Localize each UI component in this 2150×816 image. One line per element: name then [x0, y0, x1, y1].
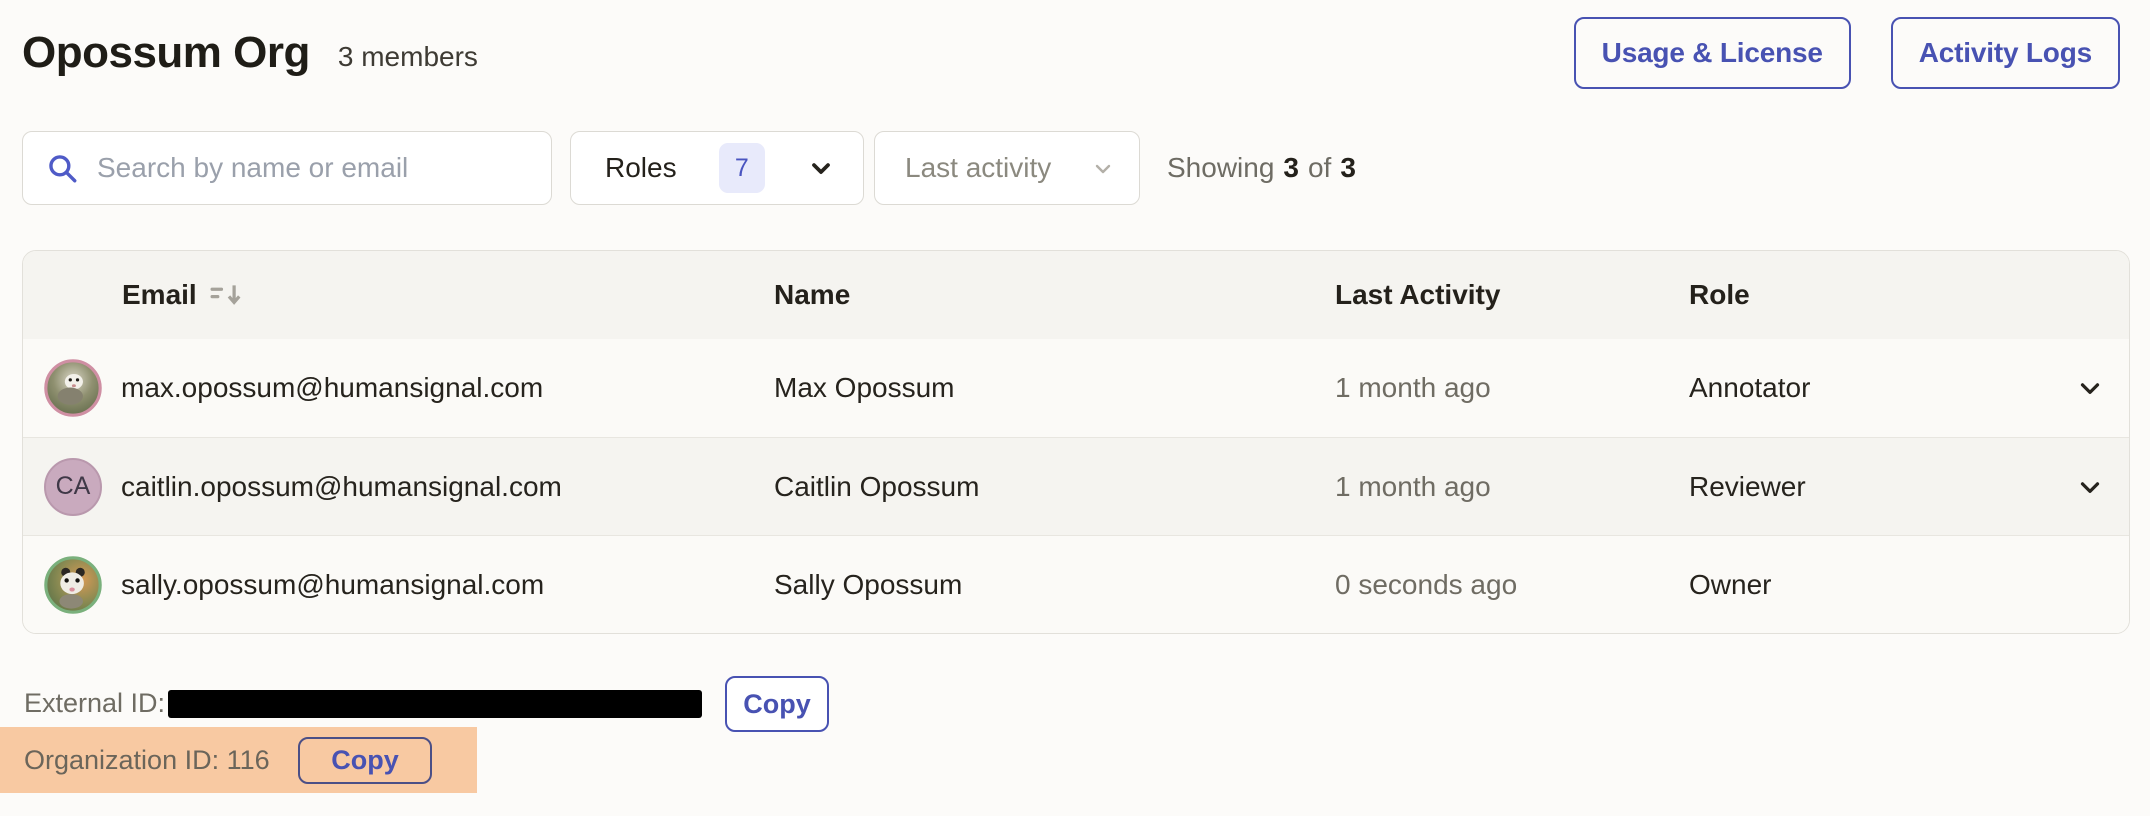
showing-of: of [1307, 152, 1332, 183]
search-box[interactable] [22, 131, 552, 205]
page-header: Opossum Org 3 members Usage & License Ac… [22, 14, 2120, 92]
search-input[interactable] [97, 152, 529, 184]
activity-logs-button[interactable]: Activity Logs [1890, 17, 2120, 89]
external-id-label: External ID: [24, 687, 166, 718]
external-id-row: External ID: Copy [0, 674, 2150, 732]
table-row-caitlin: CA caitlin.opossum@humansignal.com Caitl… [23, 437, 2129, 535]
column-header-email-label: Email [122, 279, 197, 310]
avatar-initials: CA [44, 457, 102, 516]
avatar-opossum-photo [44, 555, 102, 614]
showing-prefix: Showing [1167, 152, 1275, 183]
sort-descending-icon [209, 281, 243, 309]
roles-filter-dropdown[interactable]: Roles 7 [570, 131, 864, 205]
copy-organization-id-button[interactable]: Copy [298, 737, 432, 784]
organization-id-label: Organization ID: 116 [24, 744, 270, 775]
last-activity-sort-dropdown[interactable]: Last activity [874, 131, 1140, 205]
role-menu-chevron-down-icon[interactable] [2071, 369, 2109, 407]
last-activity-label: Last activity [905, 152, 1052, 183]
role-menu-chevron-down-icon[interactable] [2071, 468, 2109, 506]
member-role: Annotator [1689, 372, 1811, 403]
copy-external-id-button[interactable]: Copy [725, 676, 829, 732]
member-role: Reviewer [1689, 470, 1806, 502]
table-header-row: Email Name Last Activity Role [23, 251, 2129, 339]
member-name: Sally Opossum [774, 568, 963, 600]
member-email: max.opossum@humansignal.com [121, 372, 544, 403]
member-count: 3 members [337, 41, 478, 72]
roles-filter-label: Roles [605, 152, 677, 183]
member-name: Max Opossum [774, 372, 955, 403]
table-row-sally: sally.opossum@humansignal.com Sally Opos… [23, 535, 2129, 633]
chevron-down-icon [1091, 156, 1115, 180]
member-role: Owner [1689, 568, 1772, 600]
member-last-activity: 1 month ago [1335, 470, 1491, 502]
search-icon [45, 151, 79, 185]
organization-id-highlight: Organization ID: 116 Copy [0, 727, 477, 793]
showing-shown: 3 [1283, 152, 1299, 183]
showing-total: 3 [1340, 152, 1356, 183]
chevron-down-icon [807, 154, 835, 182]
external-id-redacted-value [168, 690, 702, 718]
table-row-max: max.opossum@humansignal.com Max Opossum … [23, 339, 2129, 437]
member-email: sally.opossum@humansignal.com [121, 568, 545, 600]
member-name: Caitlin Opossum [774, 470, 980, 502]
filter-bar: Roles 7 Last activity Showing 3 of 3 [0, 131, 2150, 205]
roles-count-badge: 7 [718, 143, 765, 193]
members-table: Email Name Last Activity Role [22, 250, 2130, 634]
column-header-last-activity: Last Activity [1335, 279, 1501, 310]
column-header-email[interactable]: Email [23, 279, 774, 311]
avatar-opossum-photo [44, 359, 102, 417]
usage-license-button[interactable]: Usage & License [1573, 17, 1851, 89]
header-actions: Usage & License Activity Logs [1573, 17, 2120, 89]
member-email: caitlin.opossum@humansignal.com [121, 470, 562, 502]
member-last-activity: 0 seconds ago [1335, 568, 1518, 600]
column-header-name: Name [774, 279, 851, 310]
showing-count: Showing 3 of 3 [1167, 131, 1356, 205]
member-last-activity: 1 month ago [1335, 372, 1491, 403]
column-header-role: Role [1689, 279, 1750, 310]
page-title: Opossum Org [22, 28, 310, 77]
